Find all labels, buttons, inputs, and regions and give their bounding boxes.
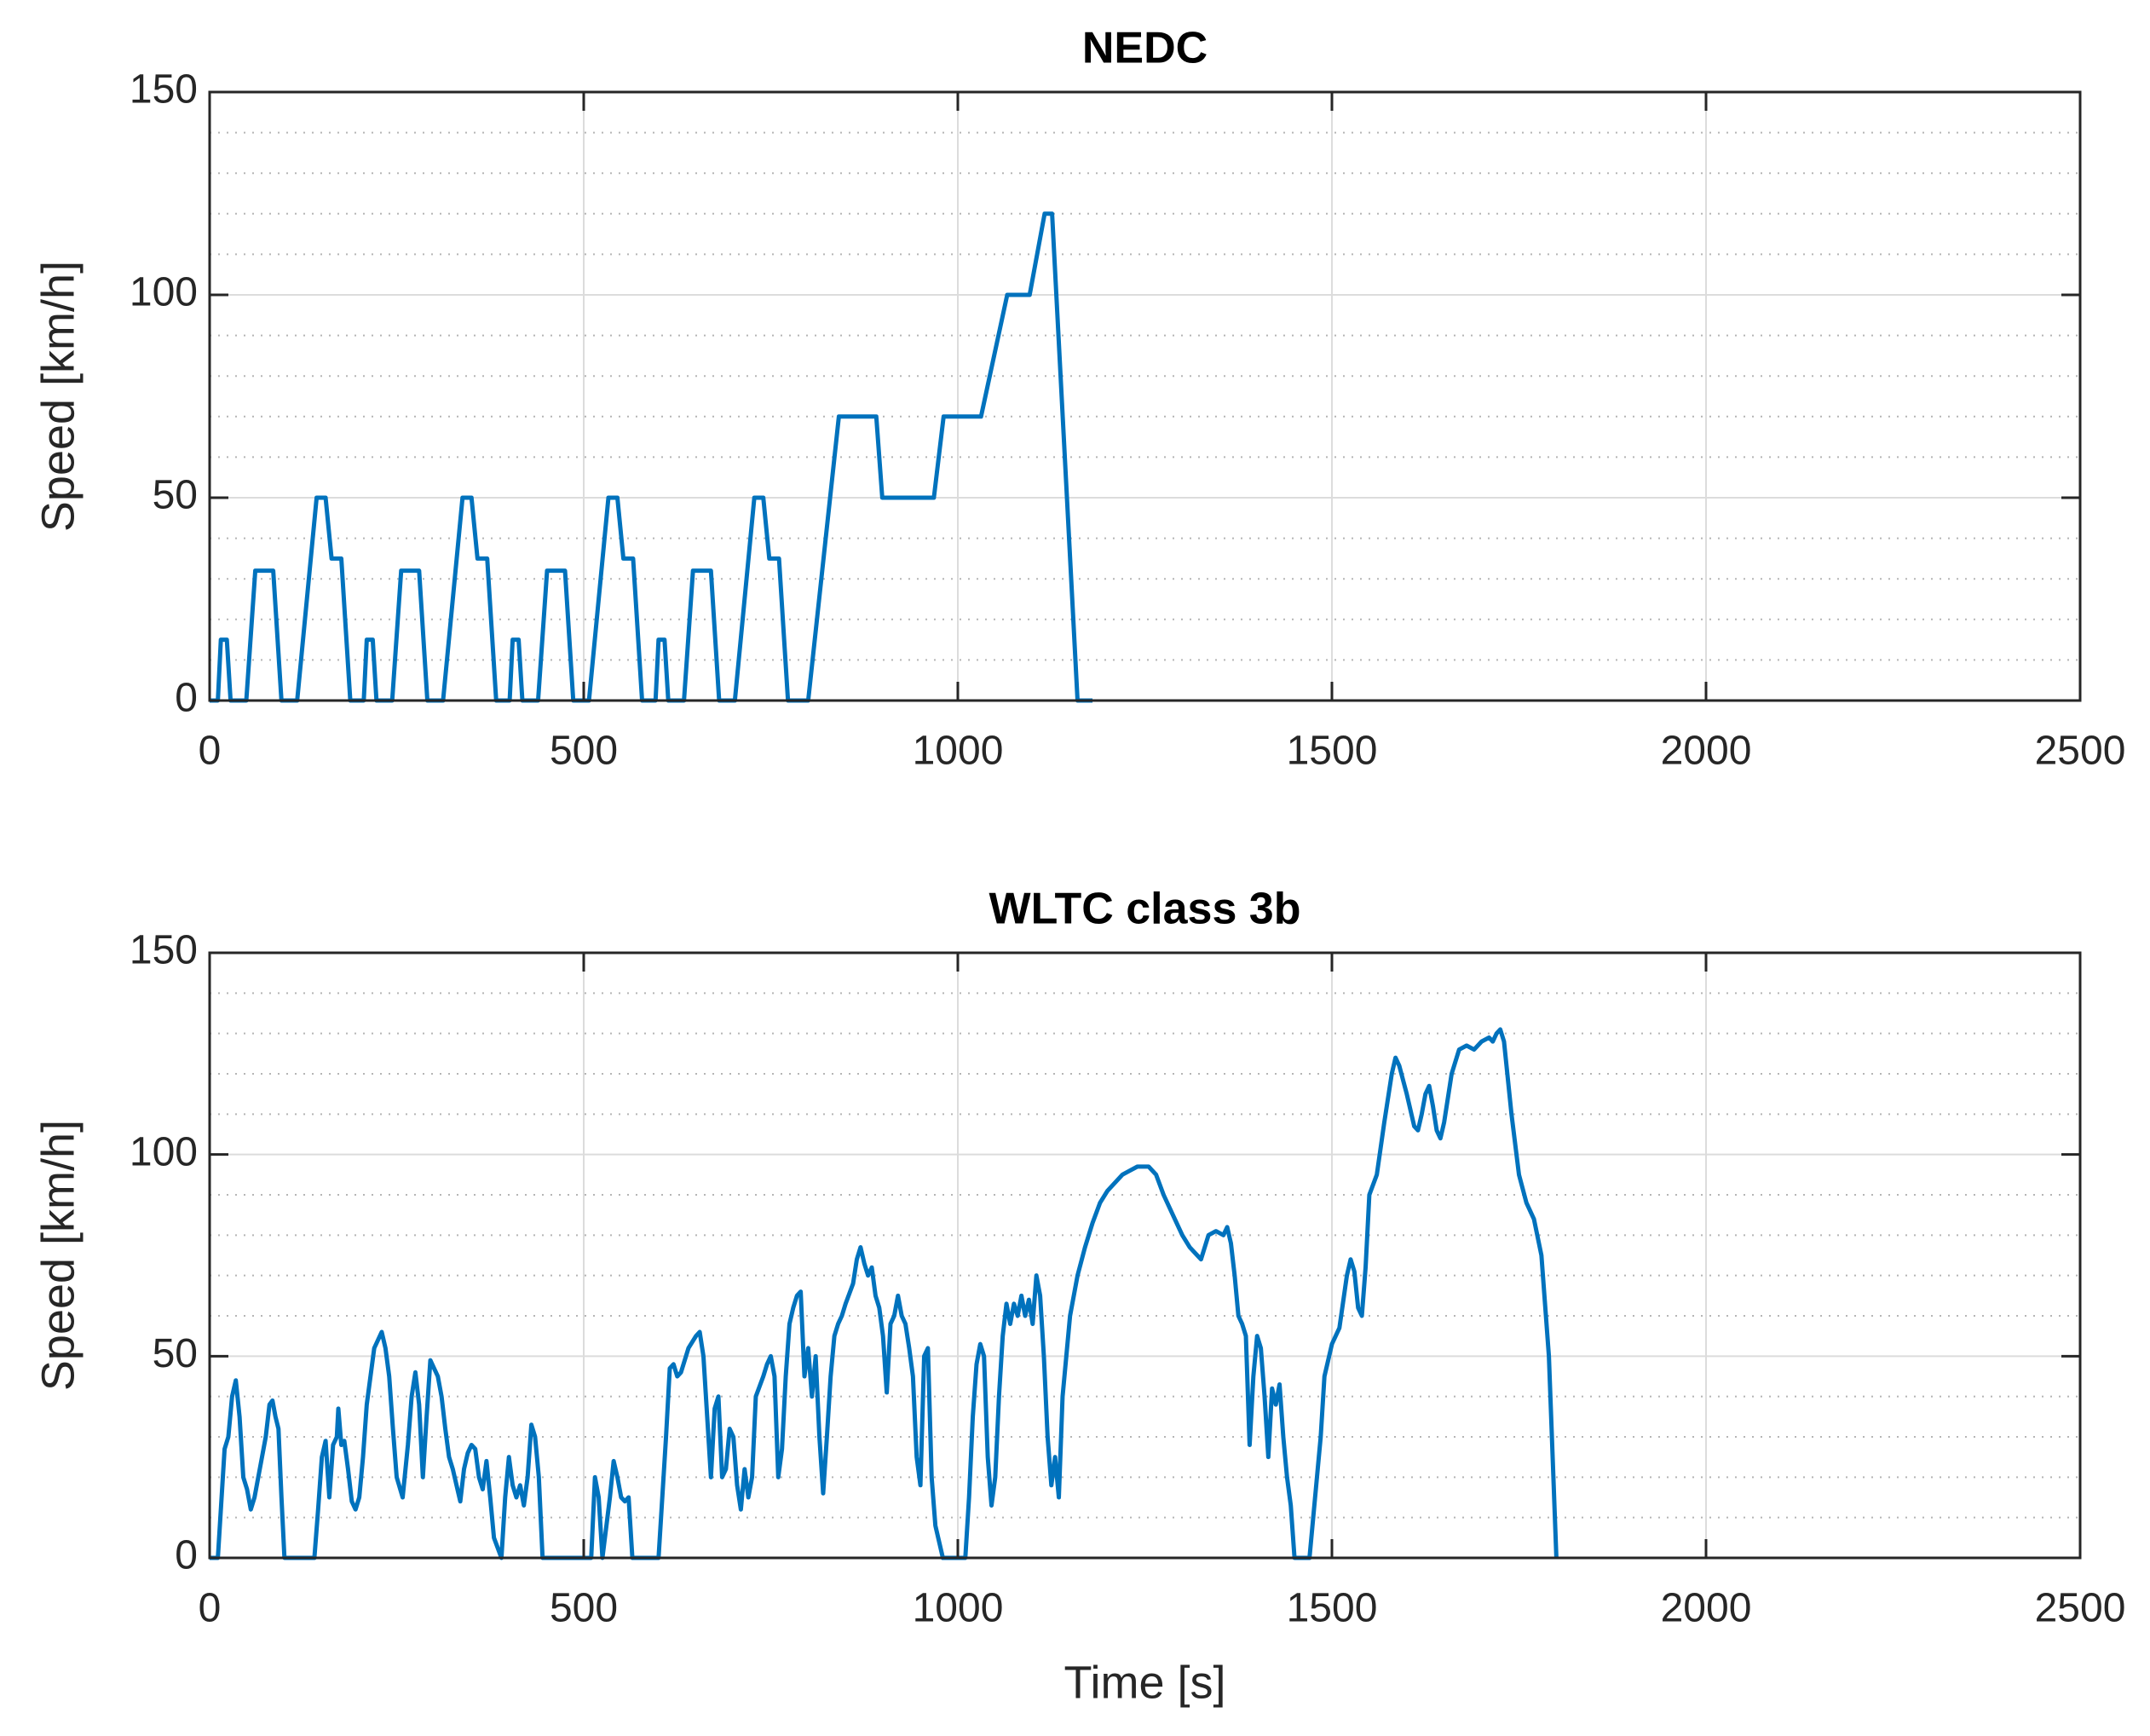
x-tick-label: 2000 [1661,1586,1752,1631]
axes-box [208,90,2082,702]
x-axis-label: Time [s] [1063,1657,1225,1708]
x-tick-label: 1000 [913,729,1004,774]
plot-area [210,953,2080,1558]
x-tick-label: 0 [199,1586,222,1631]
x-tick-label: 500 [550,1586,618,1631]
x-tick-label: 2000 [1661,729,1752,774]
x-tick-label: 500 [550,729,618,774]
y-tick-label: 150 [130,67,198,112]
plot-area [210,92,2080,701]
x-tick-label: 1500 [1287,1586,1378,1631]
x-tick-label: 2500 [2035,729,2126,774]
y-tick-label: 50 [153,473,198,518]
y-tick-label: 100 [130,1129,198,1174]
y-tick-label: 0 [175,676,198,721]
y-tick-label: 150 [130,928,198,973]
y-tick-label: 0 [175,1533,198,1578]
x-tick-label: 1500 [1287,729,1378,774]
y-axis-label: Speed [km/h] [32,261,84,532]
chart-title: NEDC [1082,24,1208,73]
y-tick-label: 100 [130,270,198,315]
y-tick-label: 50 [153,1331,198,1376]
x-tick-label: 1000 [913,1586,1004,1631]
axes-box [208,951,2082,1560]
y-axis-label: Speed [km/h] [32,1120,84,1391]
x-tick-label: 2500 [2035,1586,2126,1631]
x-tick-label: 0 [199,729,222,774]
chart-title: WLTC class 3b [989,885,1300,934]
